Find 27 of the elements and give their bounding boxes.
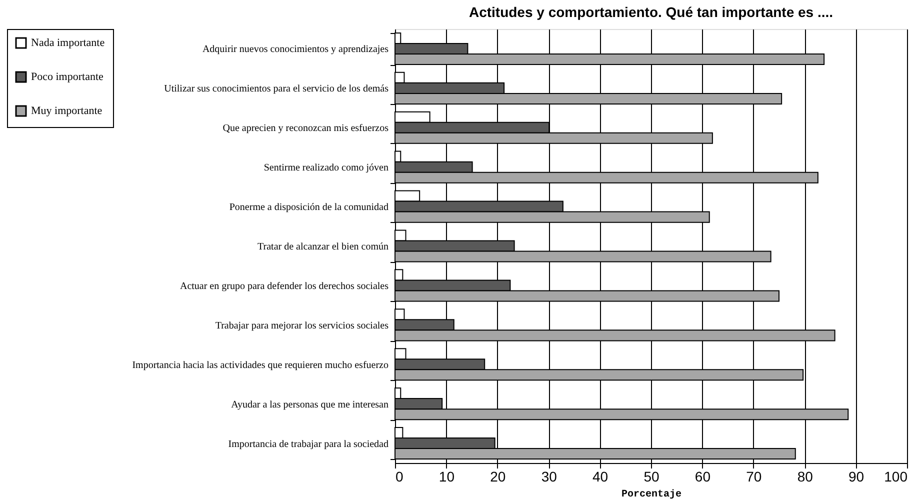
x-axis-title: Porcentaje — [621, 488, 682, 500]
y-tick-label: Ayudar a las personas que me interesan — [231, 399, 388, 410]
x-tick-label: 0 — [396, 468, 404, 484]
y-tick-label: Tratar de alcanzar el bien común — [258, 242, 388, 252]
y-tick-label: Adquirir nuevos conocimientos y aprendizajes — [202, 44, 389, 56]
legend-label: Nada importante — [31, 37, 105, 49]
x-tick-label: 70 — [746, 468, 762, 484]
legend-label: Muy importante — [31, 105, 102, 117]
y-tick-label: Importancia de trabajar para la sociedad — [228, 438, 388, 450]
y-tick-label: Que aprecien y reconozcan mis esfuerzos — [222, 123, 389, 134]
y-tick-label: Trabajar para mejorar los servicios sociales — [215, 320, 389, 332]
x-tick-label: 50 — [644, 468, 660, 484]
x-tick-label: 40 — [592, 468, 608, 484]
x-tick-label: 20 — [490, 468, 506, 484]
x-tick-label: 10 — [438, 468, 455, 484]
x-tick-label: 90 — [848, 468, 864, 484]
x-tick-label: 100 — [884, 468, 908, 484]
x-tick-label: 30 — [541, 468, 558, 484]
x-tick-label: 80 — [797, 468, 814, 484]
legend-label: Poco importante — [31, 71, 104, 83]
y-tick-label: Ponerme a disposición de la comunidad — [229, 202, 388, 214]
y-tick-label: Actuar en grupo para defender los derechos sociales — [180, 280, 389, 292]
chart-title: Actitudes y comportamiento. Qué tan importante es .... — [468, 4, 834, 20]
x-tick-label: 60 — [694, 468, 711, 484]
y-tick-label: Importancia hacia las actividades que requieren mucho esfuerzo — [132, 360, 388, 371]
y-tick-label: Utilizar sus conocimientos para el servicio de los demás — [164, 84, 389, 95]
y-tick-label: Sentirme realizado como jóven — [264, 162, 388, 174]
